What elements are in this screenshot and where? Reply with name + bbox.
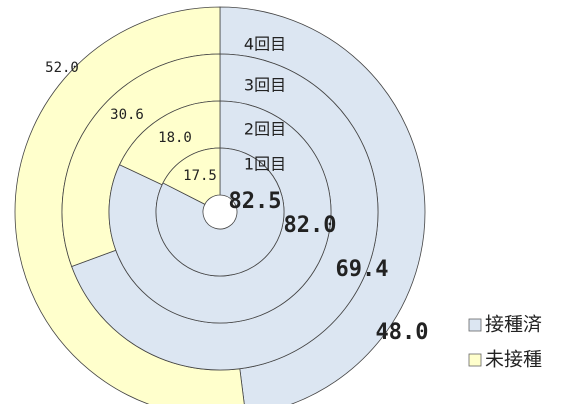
ring-label: 2回目 [244,120,286,139]
data-label: 17.5 [183,168,217,184]
ring-label: 4回目 [244,35,286,54]
data-label: 52.0 [45,60,79,76]
data-label: 48.0 [376,320,429,345]
data-label: 82.5 [229,189,282,214]
donut-segment [162,147,221,205]
ring-label: 1回目 [244,155,286,174]
legend-swatch [468,318,482,332]
legend-label: 未接種 [485,349,542,371]
donut-segment [155,147,285,277]
legend-swatch [468,353,482,367]
data-label: 18.0 [158,130,192,146]
data-label: 30.6 [110,107,144,123]
data-label: 69.4 [336,257,389,282]
ring-label: 3回目 [244,76,286,95]
data-label: 82.0 [284,213,337,238]
legend-label: 接種済 [485,314,542,336]
